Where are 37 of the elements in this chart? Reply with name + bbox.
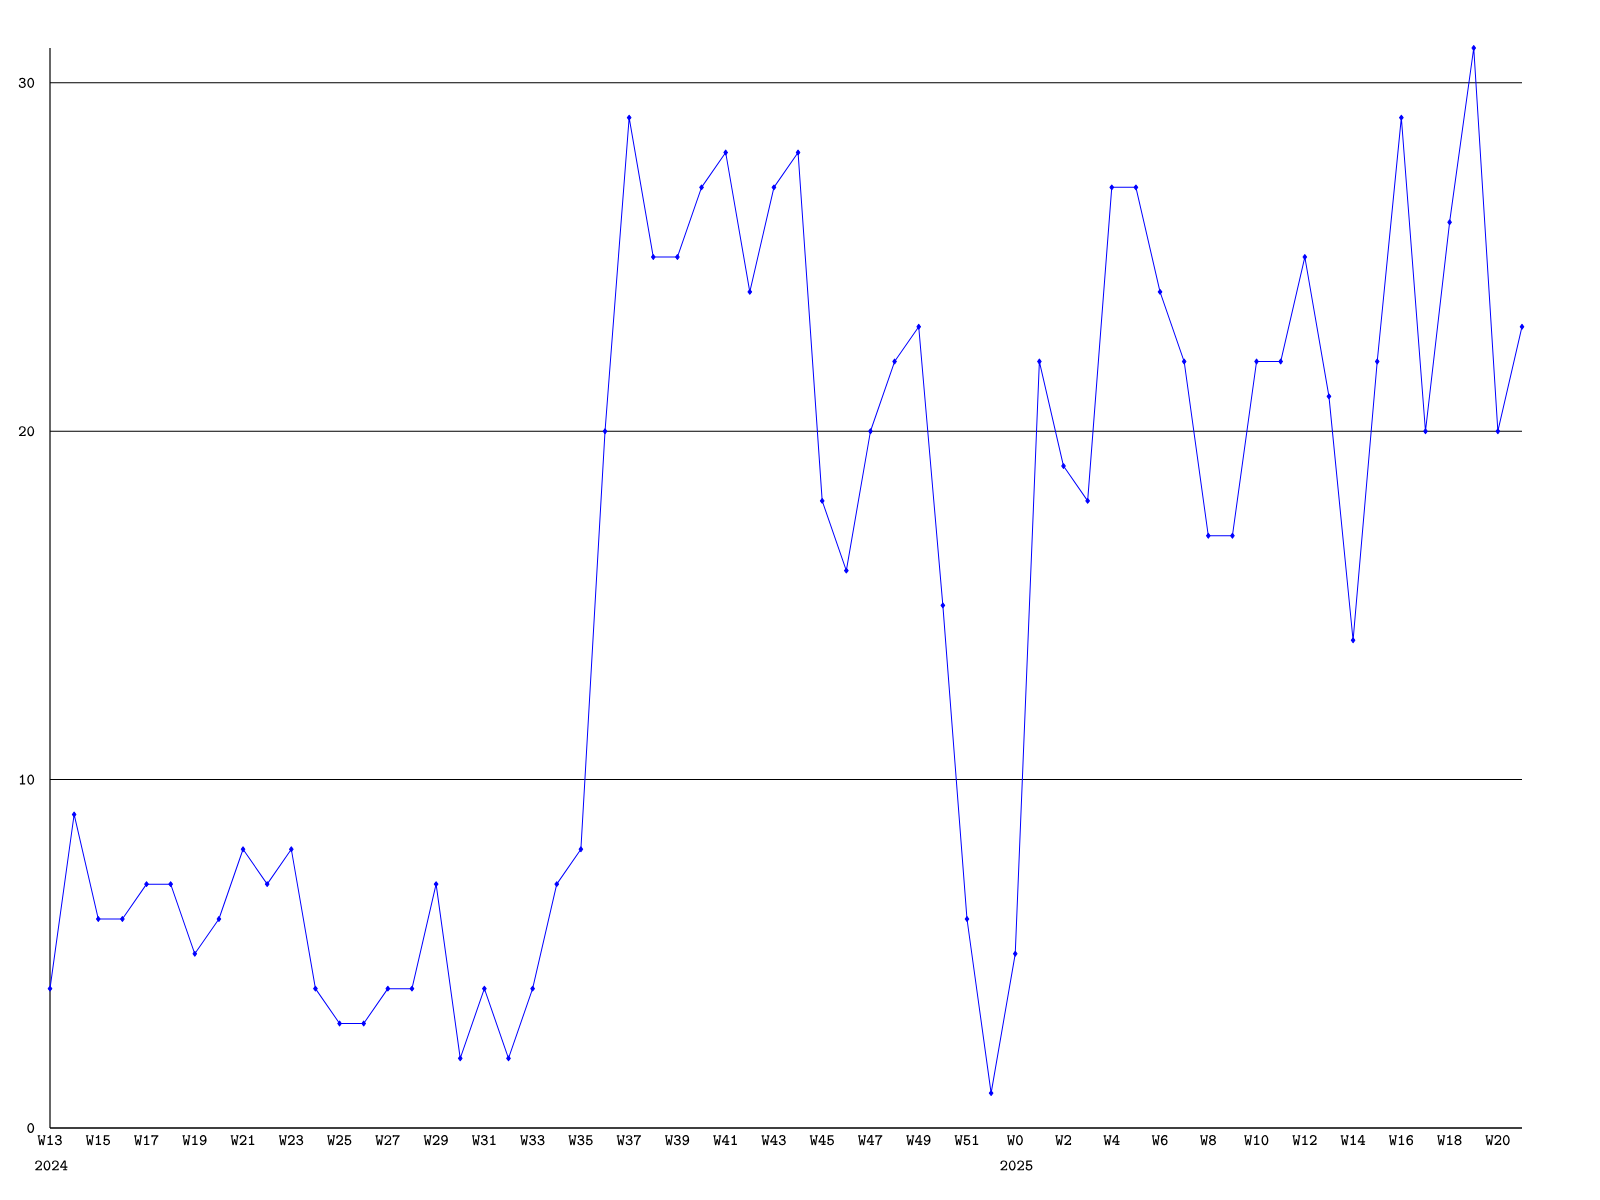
x-tick-label: W0 bbox=[1007, 1135, 1023, 1146]
x-tick-label: W35 bbox=[568, 1135, 593, 1146]
x-tick-label: W47 bbox=[858, 1135, 883, 1146]
x-tick-label: W16 bbox=[1388, 1135, 1414, 1146]
x-tick-label: W8 bbox=[1200, 1135, 1217, 1146]
x-tick-label: W19 bbox=[182, 1135, 207, 1146]
x-tick-label: W6 bbox=[1151, 1135, 1168, 1146]
text: 2024 bbox=[35, 1160, 68, 1171]
x-tick-label: W13 bbox=[37, 1135, 62, 1146]
x-tick-label: W43 bbox=[761, 1135, 786, 1146]
x-tick-label: W39 bbox=[664, 1135, 690, 1146]
x-tick-label: W29 bbox=[423, 1135, 448, 1146]
x-tick-label: W25 bbox=[327, 1135, 352, 1146]
x-tick-label: W37 bbox=[616, 1135, 642, 1146]
y-tick-label: 30 bbox=[18, 77, 35, 88]
x-tick-label: W51 bbox=[954, 1135, 979, 1146]
x-tick-label: W20 bbox=[1485, 1135, 1510, 1146]
y-tick-label: 10 bbox=[19, 774, 35, 785]
x-tick-label: W31 bbox=[471, 1135, 496, 1146]
x-tick-label: W12 bbox=[1292, 1135, 1317, 1146]
x-tick-label: W18 bbox=[1437, 1135, 1462, 1146]
x-tick-label: W45 bbox=[809, 1135, 834, 1146]
x-tick-label: W41 bbox=[713, 1135, 737, 1146]
x-tick-label: W14 bbox=[1340, 1135, 1366, 1146]
x-tick-label: W27 bbox=[375, 1135, 400, 1146]
x-tick-label: W33 bbox=[520, 1135, 545, 1146]
x-tick-label: W49 bbox=[906, 1135, 931, 1146]
y-tick-label: 20 bbox=[18, 426, 35, 437]
x-tick-label: W15 bbox=[85, 1135, 111, 1146]
x-tick-label: W21 bbox=[230, 1135, 255, 1146]
text: 2025 bbox=[1000, 1160, 1033, 1171]
x-tick-label: W10 bbox=[1244, 1135, 1269, 1146]
x-tick-label: W4 bbox=[1103, 1135, 1120, 1146]
y-tick-label: 0 bbox=[27, 1122, 35, 1134]
x-tick-label: W23 bbox=[278, 1135, 304, 1146]
x-tick-label: W2 bbox=[1055, 1135, 1072, 1146]
x-tick-label: W17 bbox=[134, 1135, 159, 1146]
